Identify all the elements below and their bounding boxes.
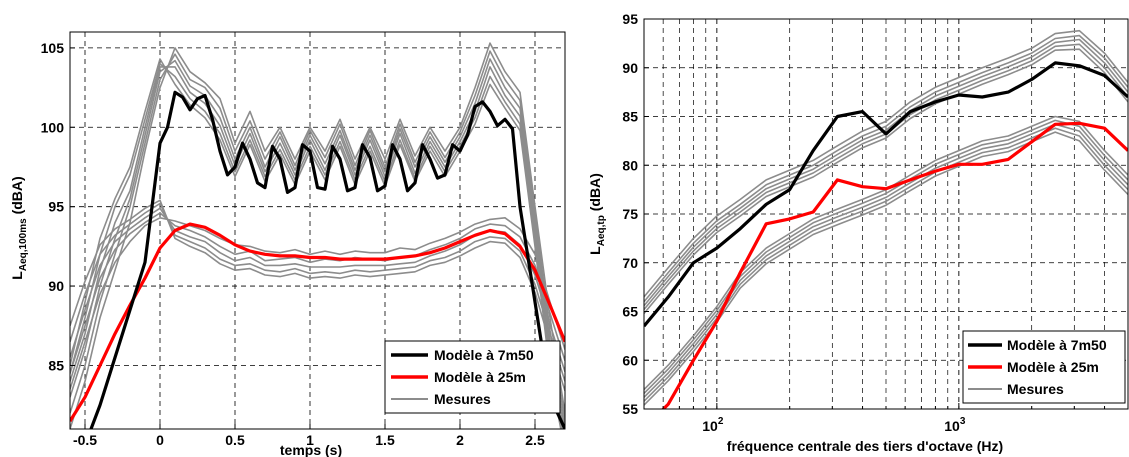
mesures-line — [70, 58, 565, 429]
x-tick-label: 0.5 — [225, 432, 245, 448]
x-tick-label: 1.5 — [375, 432, 395, 448]
ticks-right: 102 103 55 60 65 70 75 80 85 90 95 — [622, 11, 1106, 434]
mesures-line — [70, 217, 565, 390]
legend-label-mesures-right: Mesures — [1007, 381, 1064, 397]
series-mesures-left — [70, 42, 565, 429]
y-axis-label-left-sub: Aeq,100ms — [18, 218, 29, 271]
line-modele-7m50 — [644, 61, 1128, 328]
y-tick-label: 100 — [41, 119, 65, 135]
y-axis-label-left-unit: (dBA) — [9, 176, 25, 218]
legend-label-7m50-left: Modèle à 7m50 — [434, 347, 534, 363]
y-axis-label-right: LAeq,tp (dBA) — [587, 173, 607, 255]
mesures-line — [644, 34, 1128, 303]
legend-label-7m50-right: Modèle à 7m50 — [1007, 337, 1107, 353]
x-tick-label: 2 — [456, 432, 464, 448]
x-axis-label-left: temps (s) — [280, 442, 342, 457]
y-tick-label: 65 — [622, 304, 638, 320]
y-tick-label: 60 — [622, 352, 638, 368]
y-tick-label: 75 — [622, 206, 638, 222]
x-tick-label: 2.5 — [525, 432, 545, 448]
mesures-line — [644, 29, 1128, 298]
x-tick-label: 103 — [944, 416, 966, 434]
series-models-right — [644, 61, 1128, 409]
line-modele-7m50 — [89, 90, 565, 429]
mesures-line — [644, 119, 1128, 394]
y-axis-label-right-main: L — [587, 246, 603, 255]
mesures-line — [70, 212, 565, 374]
mesures-line — [70, 66, 565, 429]
y-axis-label-right-sub: Aeq,tp — [596, 215, 607, 246]
x-tick-label: 0 — [156, 432, 164, 448]
y-tick-label: 90 — [622, 60, 638, 76]
y-tick-label: 85 — [622, 109, 638, 125]
grid-left — [70, 32, 565, 429]
y-tick-label: 95 — [48, 199, 64, 215]
x-tick-label: 102 — [702, 416, 724, 434]
y-tick-label: 105 — [41, 40, 65, 56]
y-tick-label: 55 — [622, 401, 638, 417]
legend-label-25m-right: Modèle à 25m — [1007, 359, 1099, 375]
line-modele-25m — [661, 121, 1128, 409]
y-axis-label-left-main: L — [9, 271, 25, 280]
y-axis-label-right-unit: (dBA) — [587, 173, 603, 215]
line-modele-25m — [70, 222, 565, 422]
y-axis-label-left: LAeq,100ms (dBA) — [9, 176, 29, 279]
x-axis-label-right: fréquence centrale des tiers d'octave (H… — [727, 438, 1003, 454]
mesures-line — [644, 131, 1128, 406]
legend-label-mesures-left: Mesures — [434, 391, 491, 407]
y-tick-label: 85 — [48, 357, 64, 373]
legend-right: Modèle à 7m50 Modèle à 25m Mesures — [962, 330, 1126, 404]
chart-left: -0.5 0 0.5 1 1.5 2 2.5 85 90 95 100 105 temps (s) L… — [9, 31, 566, 457]
series-models-left — [70, 90, 565, 429]
mesures-line — [70, 42, 565, 429]
y-tick-label: 95 — [622, 11, 638, 27]
legend-label-25m-left: Modèle à 25m — [434, 369, 526, 385]
mesures-line — [644, 38, 1128, 307]
mesures-line — [70, 50, 565, 422]
chart-right: 102 103 55 60 65 70 75 80 85 90 95 fréquence centr… — [587, 11, 1129, 454]
mesures-line — [644, 48, 1128, 315]
x-tick-label: 1 — [306, 432, 314, 448]
ticks-left: -0.5 0 0.5 1 1.5 2 2.5 85 90 95 100 105 — [41, 40, 545, 448]
y-tick-label: 70 — [622, 255, 638, 271]
legend-left: Modèle à 7m50 Modèle à 25m Mesures — [384, 340, 561, 414]
mesures-line — [70, 62, 563, 429]
x-tick-label: -0.5 — [73, 432, 97, 448]
y-tick-label: 80 — [622, 157, 638, 173]
y-tick-label: 90 — [48, 278, 64, 294]
plot-frame-left — [69, 31, 566, 430]
